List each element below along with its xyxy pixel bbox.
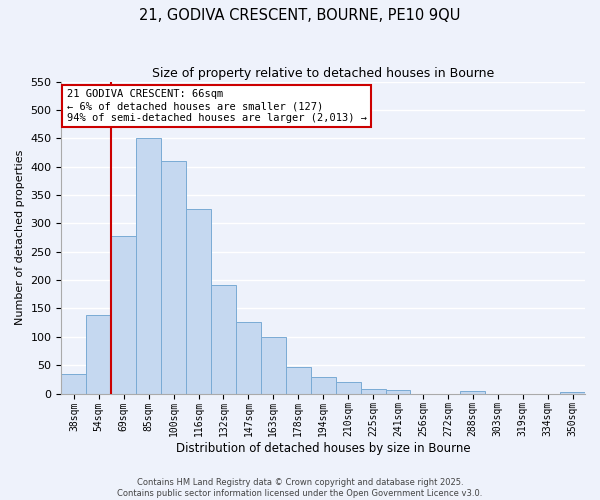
Bar <box>460 390 485 394</box>
Bar <box>286 368 311 394</box>
Text: 21 GODIVA CRESCENT: 66sqm
← 6% of detached houses are smaller (127)
94% of semi-: 21 GODIVA CRESCENT: 66sqm ← 6% of detach… <box>67 90 367 122</box>
Bar <box>186 210 211 394</box>
Text: 21, GODIVA CRESCENT, BOURNE, PE10 9QU: 21, GODIVA CRESCENT, BOURNE, PE10 9QU <box>139 8 461 22</box>
Title: Size of property relative to detached houses in Bourne: Size of property relative to detached ho… <box>152 68 494 80</box>
Bar <box>560 392 585 394</box>
Bar <box>386 390 410 394</box>
Bar <box>361 389 386 394</box>
Bar <box>236 322 261 394</box>
X-axis label: Distribution of detached houses by size in Bourne: Distribution of detached houses by size … <box>176 442 470 455</box>
Bar <box>161 161 186 394</box>
Text: Contains HM Land Registry data © Crown copyright and database right 2025.
Contai: Contains HM Land Registry data © Crown c… <box>118 478 482 498</box>
Bar <box>61 374 86 394</box>
Bar <box>136 138 161 394</box>
Bar <box>86 316 111 394</box>
Bar <box>111 236 136 394</box>
Bar <box>311 376 335 394</box>
Bar <box>211 284 236 394</box>
Bar <box>261 337 286 394</box>
Y-axis label: Number of detached properties: Number of detached properties <box>15 150 25 326</box>
Bar <box>335 382 361 394</box>
